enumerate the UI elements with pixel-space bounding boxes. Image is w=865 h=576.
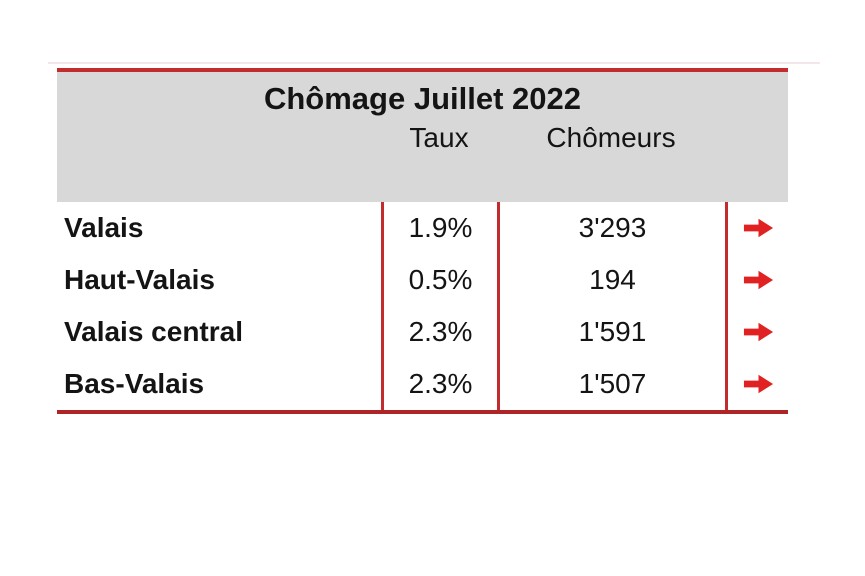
detail-arrow-cell	[725, 254, 788, 306]
count-value: 1'507	[497, 358, 725, 410]
right-arrow-icon[interactable]	[742, 372, 775, 396]
column-header-row: Taux Chômeurs	[57, 121, 788, 155]
detail-arrow-cell	[725, 306, 788, 358]
rate-value: 2.3%	[381, 358, 497, 410]
region-label: Bas-Valais	[64, 368, 205, 399]
unemployment-table-widget: Chômage Juillet 2022 Taux Chômeurs Valai…	[57, 68, 788, 414]
page-divider	[48, 62, 820, 64]
table-bottom-rule	[57, 410, 788, 414]
detail-arrow-cell	[725, 358, 788, 410]
column-header-spacer	[57, 121, 381, 155]
count-value: 3'293	[497, 202, 725, 254]
region-label: Haut-Valais	[64, 264, 215, 295]
count-value: 194	[497, 254, 725, 306]
rate-value: 0.5%	[381, 254, 497, 306]
table-row-valais-central: Valais central 2.3% 1'591	[57, 306, 788, 358]
right-arrow-icon[interactable]	[742, 320, 775, 344]
rate-value: 1.9%	[381, 202, 497, 254]
count-value: 1'591	[497, 306, 725, 358]
table-row-valais: Valais 1.9% 3'293	[57, 202, 788, 254]
table-title: Chômage Juillet 2022	[263, 81, 581, 116]
table-row-bas-valais: Bas-Valais 2.3% 1'507	[57, 358, 788, 410]
detail-arrow-cell	[725, 202, 788, 254]
table-body: Valais 1.9% 3'293 Haut-Valais 0.5% 194	[57, 202, 788, 410]
right-arrow-icon[interactable]	[742, 268, 775, 292]
table-row-haut-valais: Haut-Valais 0.5% 194	[57, 254, 788, 306]
region-label: Valais	[64, 212, 144, 243]
column-header-taux: Taux	[409, 122, 469, 153]
column-header-arrow-spacer	[725, 121, 788, 155]
region-label: Valais central	[64, 316, 244, 347]
column-header-chomeurs: Chômeurs	[546, 122, 676, 153]
right-arrow-icon[interactable]	[742, 216, 775, 240]
rate-value: 2.3%	[381, 306, 497, 358]
table-top-rule	[57, 68, 788, 72]
table-header: Chômage Juillet 2022 Taux Chômeurs	[57, 72, 788, 202]
